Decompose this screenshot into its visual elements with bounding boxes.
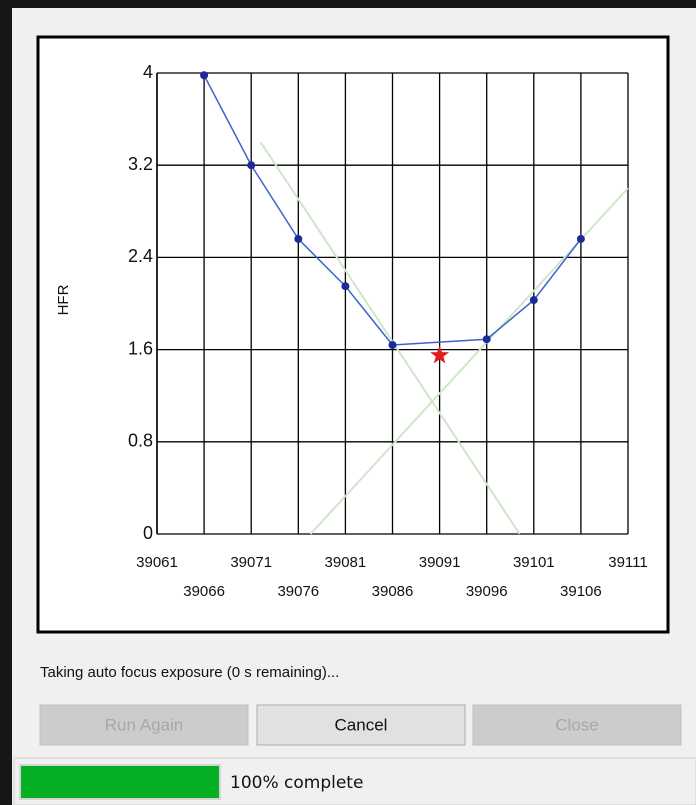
progress-label: 100% complete [230,773,363,793]
y-tick-label: 3.2 [128,154,153,174]
button-label[interactable]: Cancel [335,715,388,734]
data-point [483,335,491,343]
data-point [341,282,349,290]
data-point [200,71,208,79]
data-point [294,235,302,243]
page: {"chart_data": {"type": "line", "y_label… [0,0,696,805]
x-tick-label: 39106 [560,583,602,600]
x-tick-label: 39061 [136,554,178,571]
button-label: Close [555,715,598,734]
data-point [247,161,255,169]
y-tick-label: 1.6 [128,338,153,358]
x-tick-label: 39081 [325,554,367,571]
x-tick-label: 39111 [608,554,648,571]
y-tick-label: 4 [143,62,153,82]
progress-fill [21,766,219,798]
y-tick-label: 0.8 [128,431,153,451]
window: HFR Taking auto focus exposure (0 s rema… [0,0,696,805]
x-tick-label: 39096 [466,583,508,600]
status-text: Taking auto focus exposure (0 s remainin… [40,664,339,681]
x-tick-label: 39076 [277,583,319,600]
button-label: Run Again [105,715,183,734]
x-tick-label: 39066 [183,583,225,600]
x-tick-label: 39071 [230,554,272,571]
data-point [389,341,397,349]
y-tick-label: 0 [143,523,153,543]
chart-frame [38,37,668,632]
data-point [577,235,585,243]
x-tick-label: 39091 [419,554,461,571]
x-tick-label: 39101 [513,554,555,571]
y-tick-label: 2.4 [128,246,153,266]
x-tick-label: 39086 [372,583,414,600]
data-point [530,296,538,304]
y-axis-label: HFR [55,284,72,315]
